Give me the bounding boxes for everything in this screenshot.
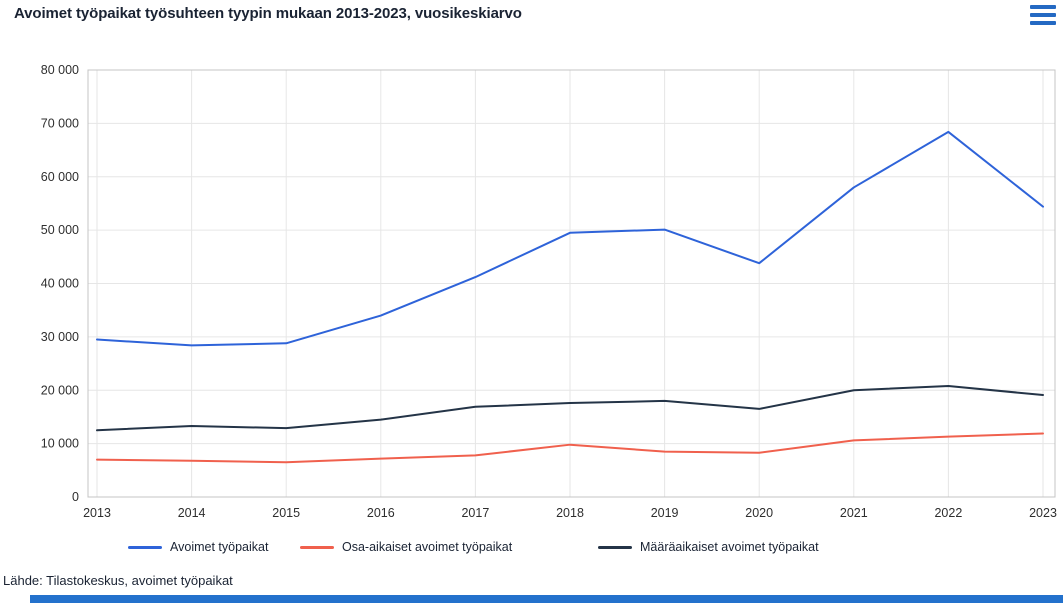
y-tick-label: 80 000	[41, 63, 79, 77]
series-line-1	[96, 130, 1044, 347]
hamburger-menu-icon[interactable]	[1030, 5, 1056, 25]
x-tick-label: 2015	[272, 506, 300, 520]
x-tick-label: 2014	[178, 506, 206, 520]
y-tick-label: 30 000	[41, 330, 79, 344]
x-tick-label: 2016	[367, 506, 395, 520]
legend-item-1[interactable]: Avoimet työpaikat	[128, 540, 268, 554]
y-tick-label: 20 000	[41, 383, 79, 397]
y-tick-label: 0	[72, 490, 79, 504]
menu-bar-bottom	[1030, 21, 1056, 25]
source-text: Lähde: Tilastokeskus, avoimet työpaikat	[3, 573, 233, 588]
legend-label: Määräaikaiset avoimet työpaikat	[640, 540, 819, 554]
bottom-accent-bar	[30, 595, 1063, 603]
y-tick-label: 50 000	[41, 223, 79, 237]
x-tick-label: 2022	[934, 506, 962, 520]
y-tick-label: 70 000	[41, 116, 79, 130]
x-tick-label: 2019	[651, 506, 679, 520]
x-tick-label: 2013	[83, 506, 111, 520]
y-tick-label: 40 000	[41, 277, 79, 291]
legend-item-3[interactable]: Määräaikaiset avoimet työpaikat	[598, 540, 819, 554]
x-tick-label: 2020	[745, 506, 773, 520]
series-line-3	[96, 384, 1044, 432]
line-chart: 2013 2014 2015 2016 2017 2018 2019 2020 2021 2022…	[41, 63, 1057, 520]
x-tick-label: 2023	[1029, 506, 1057, 520]
plot-border	[87, 69, 1056, 498]
x-tick-label: 2021	[840, 506, 868, 520]
legend-line-marker	[598, 545, 632, 549]
x-tick-label: 2018	[556, 506, 584, 520]
x-tick-label: 2017	[461, 506, 489, 520]
legend-line-marker	[128, 545, 162, 549]
legend-line-marker	[300, 545, 334, 549]
legend-label: Avoimet työpaikat	[170, 540, 269, 554]
menu-bar-middle	[1030, 13, 1056, 17]
y-tick-label: 60 000	[41, 170, 79, 184]
chart-legend: Avoimet työpaikat Osa-aikaiset avoimet ty…	[0, 540, 1063, 562]
menu-bar-top	[1030, 5, 1056, 9]
legend-label: Osa-aikaiset avoimet työpaikat	[342, 540, 513, 554]
y-tick-label: 10 000	[41, 437, 79, 451]
series-line-2	[96, 432, 1044, 464]
chart-title: Avoimet työpaikat työsuhteen tyypin muka…	[14, 5, 522, 22]
legend-item-2[interactable]: Osa-aikaiset avoimet työpaikat	[300, 540, 512, 554]
